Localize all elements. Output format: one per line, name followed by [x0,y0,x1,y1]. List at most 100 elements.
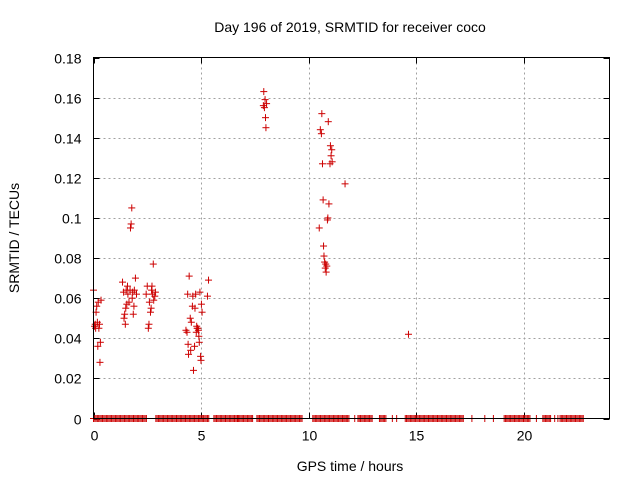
data-point [96,320,104,328]
data-point [129,310,137,318]
grid [93,57,610,419]
data-point [145,298,153,306]
data-point [94,342,102,350]
data-point [341,180,349,188]
data-point [195,338,203,346]
data-point [150,296,158,304]
data-point [127,220,135,228]
data-point [263,100,271,108]
x-axis-label: GPS time / hours [297,458,404,474]
data-point [324,214,332,222]
data-point [128,294,136,302]
x-tick-label: 0 [91,428,99,444]
data-point [147,304,155,312]
data-point [186,314,194,322]
data-point [320,242,328,250]
data-point [203,292,211,300]
y-tick-label: 0.04 [54,331,81,347]
data-point [404,330,412,338]
data-point [328,146,336,154]
data-point [319,196,327,204]
data-point [261,96,269,104]
data-point [184,290,192,298]
y-tick-label: 0.14 [54,131,81,147]
chart-title: Day 196 of 2019, SRMTID for receiver coc… [214,19,486,35]
data-point [324,118,332,126]
data-point [191,342,199,350]
data-point [326,142,334,150]
data-point [121,310,129,318]
data-point [97,296,105,304]
data-point [325,200,333,208]
data-point [187,346,195,354]
data-point [315,224,323,232]
data-point [327,152,335,160]
plot-frame [93,57,610,419]
y-tick-label: 0.08 [54,251,81,267]
data-point [151,288,159,296]
data-point [131,274,139,282]
data-point [195,332,203,340]
data-point [262,114,269,122]
data-point [320,252,328,260]
data-point [93,302,101,310]
data-point [119,278,127,286]
data-point [128,204,136,212]
data-point [151,292,159,300]
y-axis-label: SRMTID / TECUs [6,183,22,293]
axis-ticks [93,57,610,420]
y-tick-label: 0.16 [54,91,81,107]
data-point [96,338,104,346]
data-point [121,320,129,328]
y-tick-label: 0 [74,412,82,428]
y-tick-label: 0.1 [62,211,82,227]
data-point [133,290,140,298]
data-point [146,308,154,316]
data-point [130,302,138,310]
x-tick-label: 10 [302,428,318,444]
data-point [197,300,205,308]
data-point [328,158,336,166]
data-point [318,160,326,168]
data-point [185,272,193,280]
data-point [95,324,103,332]
x-tick-label: 20 [517,428,533,444]
data-point [145,320,153,328]
data-point [96,358,104,366]
data-point [192,290,200,298]
data-point [198,308,206,316]
data-point [260,104,268,112]
data-point [189,366,197,374]
data-point [184,340,192,348]
data-point [120,314,128,322]
data-point [148,282,156,290]
data-point [126,224,134,232]
data-point [205,276,213,284]
y-tick-label: 0.02 [54,371,81,387]
data-point [196,288,204,296]
data-point [130,286,138,294]
x-tick-label: 15 [409,428,425,444]
data-point [123,282,131,290]
y-tick-label: 0.12 [54,171,81,187]
x-tick-label: 5 [198,428,206,444]
data-point [197,356,205,364]
data-point [318,110,326,118]
data-point [185,350,193,358]
data-point [149,260,157,268]
data-point [142,290,150,298]
data-point [187,318,195,326]
data-point [322,268,330,276]
data-point [262,124,270,132]
data-point [124,290,132,298]
y-tick-label: 0.06 [54,291,81,307]
data-point [317,130,325,138]
y-tick-label: 0.18 [54,51,81,67]
data-point [183,328,191,336]
data-point [144,324,152,332]
data-point [122,304,130,312]
tick-labels: 0 0.02 0.04 0.06 0.08 0.1 0.12 0.14 0.16 0.18 0 5 10… [54,51,532,444]
data-point [316,126,324,134]
data-point [191,304,199,312]
